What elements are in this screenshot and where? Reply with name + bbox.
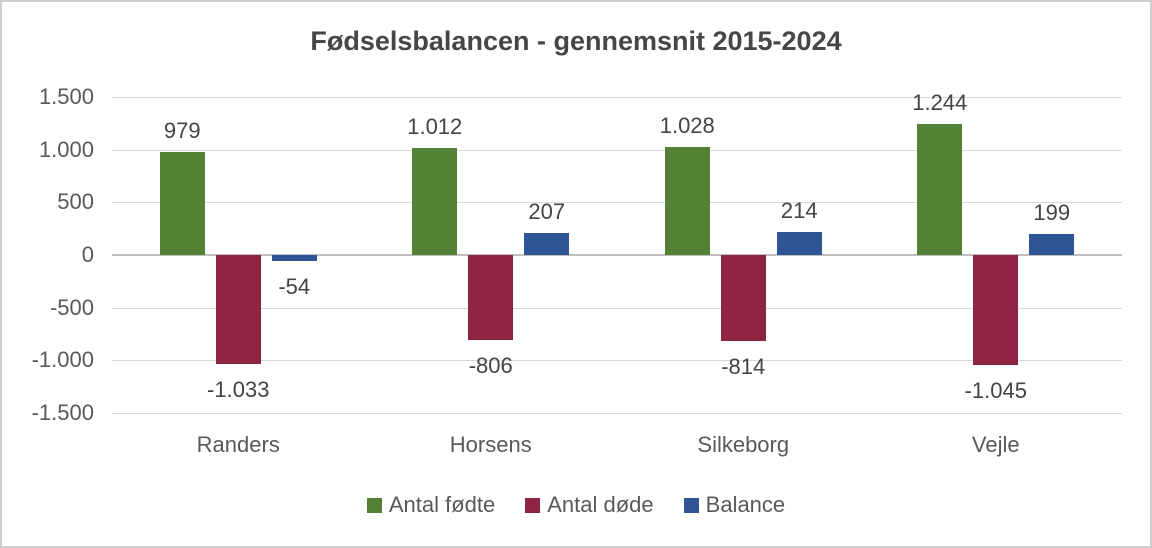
bar-antal-fodte-randers: [159, 151, 205, 255]
data-label-balance-randers: -54: [278, 273, 311, 299]
bar-antal-fodte-horsens: [412, 148, 458, 255]
x-axis: Randers Horsens Silkeborg Vejle: [112, 432, 1122, 458]
bar-antal-dode-vejle: [973, 255, 1019, 366]
legend-label-antal-fodte: Antal fødte: [388, 492, 496, 517]
plot-area: 979 -1.033 -54 1.012 -806 207 1.028 -814 214 1.24…: [112, 90, 1122, 414]
category-label-silkeborg: Silkeborg: [697, 432, 790, 457]
y-tick-label: 0: [81, 242, 94, 267]
data-label-antal-dode-randers: -1.033: [207, 376, 270, 402]
bar-antal-dode-silkeborg: [720, 255, 766, 341]
legend-label-antal-dode: Antal døde: [547, 492, 654, 517]
gridline: [112, 413, 1122, 414]
data-label-antal-fodte-horsens: 1.012: [407, 114, 463, 140]
legend-color-swatch-antal-dode: [525, 497, 541, 513]
bar-antal-fodte-vejle: [917, 123, 963, 255]
legend: Antal fødte Antal døde Balance: [2, 492, 1150, 518]
legend-label-balance: Balance: [705, 492, 786, 517]
data-label-antal-fodte-vejle: 1.244: [912, 89, 968, 115]
legend-item-balance: Balance: [683, 492, 786, 518]
y-tick-label: 1.500: [38, 84, 94, 109]
legend-color-swatch-balance: [683, 497, 699, 513]
data-label-antal-fodte-randers: 979: [163, 117, 201, 143]
category-label-randers: Randers: [196, 432, 280, 457]
bar-antal-dode-horsens: [468, 255, 514, 340]
bar-antal-dode-randers: [215, 255, 261, 364]
gridline: [112, 149, 1122, 151]
category-label-horsens: Horsens: [449, 432, 532, 457]
data-label-antal-dode-horsens: -806: [468, 352, 513, 378]
bar-balance-horsens: [524, 233, 570, 255]
chart-title: Fødselsbalancen - gennemsnit 2015-2024: [310, 26, 842, 56]
y-tick-label: 1.000: [38, 136, 94, 162]
y-tick-label: -500: [49, 294, 94, 320]
data-label-balance-vejle: 199: [1033, 200, 1071, 226]
y-tick-label: -1.500: [31, 400, 94, 425]
y-tick-label: -1.000: [31, 347, 94, 373]
bar-balance-randers: [271, 255, 317, 261]
data-label-antal-dode-vejle: -1.045: [964, 378, 1027, 404]
bar-antal-fodte-silkeborg: [664, 146, 710, 255]
category-label-vejle: Vejle: [971, 432, 1020, 457]
data-label-balance-silkeborg: 214: [780, 198, 818, 224]
bar-balance-silkeborg: [776, 232, 822, 255]
data-label-antal-fodte-silkeborg: 1.028: [659, 112, 715, 138]
bar-balance-vejle: [1029, 234, 1075, 255]
legend-color-swatch-antal-fodte: [366, 497, 382, 513]
gridline: [112, 97, 1122, 98]
y-tick-label: 500: [57, 189, 94, 215]
y-axis: 1.500 1.000 500 0 -500 -1.000 -1.500: [2, 2, 94, 546]
gridline: [112, 360, 1122, 362]
gridline: [112, 307, 1122, 309]
data-label-balance-horsens: 207: [528, 199, 566, 225]
gridline: [112, 202, 1122, 204]
zero-axis-line: [112, 254, 1122, 256]
data-label-antal-dode-silkeborg: -814: [721, 353, 766, 379]
legend-item-antal-fodte: Antal fødte: [366, 492, 496, 518]
legend-item-antal-dode: Antal døde: [525, 492, 654, 518]
